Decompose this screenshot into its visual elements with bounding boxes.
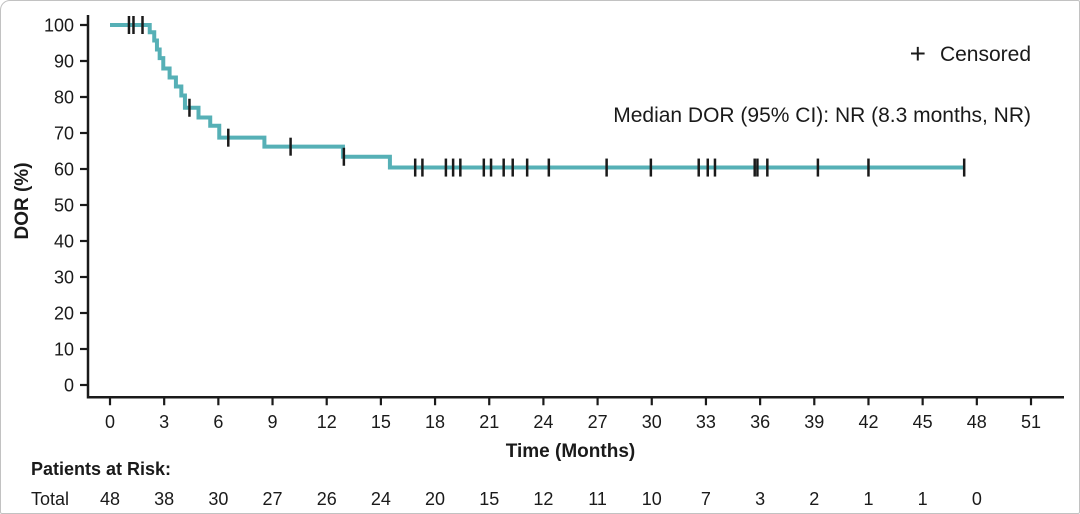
y-tick-label: 90	[54, 52, 74, 72]
risk-value: 48	[100, 489, 120, 509]
x-tick-label: 27	[588, 412, 608, 432]
x-tick-label: 45	[913, 412, 933, 432]
risk-value: 20	[425, 489, 445, 509]
y-tick-label: 50	[54, 196, 74, 216]
x-tick-label: 18	[425, 412, 445, 432]
y-tick-label: 10	[54, 340, 74, 360]
x-tick-label: 9	[268, 412, 278, 432]
x-tick-label: 51	[1021, 412, 1041, 432]
x-tick-label: 42	[858, 412, 878, 432]
y-tick-label: 40	[54, 232, 74, 252]
risk-value: 1	[863, 489, 873, 509]
risk-value: 3	[755, 489, 765, 509]
x-tick-label: 15	[371, 412, 391, 432]
km-curve-total	[110, 23, 965, 170]
patients-at-risk-heading: Patients at Risk:	[31, 459, 172, 479]
x-tick-label: 39	[804, 412, 824, 432]
x-tick-label: 0	[105, 412, 115, 432]
risk-value: 11	[588, 489, 607, 509]
x-axis-title: Time (Months)	[505, 441, 636, 462]
risk-value: 38	[154, 489, 174, 509]
risk-row-label-total: Total	[31, 489, 70, 509]
y-tick-label: 0	[64, 376, 74, 396]
x-tick-label: 12	[317, 412, 337, 432]
y-tick-label: 80	[54, 88, 74, 108]
y-tick-label: 20	[54, 304, 74, 324]
x-tick-label: 33	[696, 412, 716, 432]
risk-value: 15	[479, 489, 499, 509]
risk-value: 1	[918, 489, 928, 509]
y-tick-label: 100	[44, 16, 74, 36]
risk-value: 7	[701, 489, 711, 509]
y-axis-title: DOR (%)	[12, 162, 33, 240]
x-tick-label: 3	[159, 412, 169, 432]
risk-value: 10	[642, 489, 662, 509]
risk-value: 26	[317, 489, 337, 509]
y-tick-label: 70	[54, 124, 74, 144]
risk-value: 0	[972, 489, 982, 509]
x-tick-label: 24	[533, 412, 553, 432]
y-tick-label: 30	[54, 268, 74, 288]
x-tick-label: 6	[213, 412, 223, 432]
risk-value: 2	[809, 489, 819, 509]
risk-value: 24	[371, 489, 391, 509]
legend-censored-label: Censored	[939, 43, 1031, 66]
axis-lines	[86, 15, 1064, 399]
risk-value: 12	[533, 489, 553, 509]
risk-value: 30	[208, 489, 228, 509]
x-tick-label: 48	[967, 412, 987, 432]
y-tick-label: 60	[54, 160, 74, 180]
legend-censored: + Censored	[909, 38, 1031, 69]
x-tick-label: 21	[479, 412, 499, 432]
risk-value: 27	[263, 489, 283, 509]
median-dor-annotation: Median DOR (95% CI): NR (8.3 months, NR)	[613, 104, 1031, 127]
x-tick-label: 36	[750, 412, 770, 432]
x-tick-label: 30	[642, 412, 662, 432]
censored-plus-icon: +	[909, 38, 926, 69]
